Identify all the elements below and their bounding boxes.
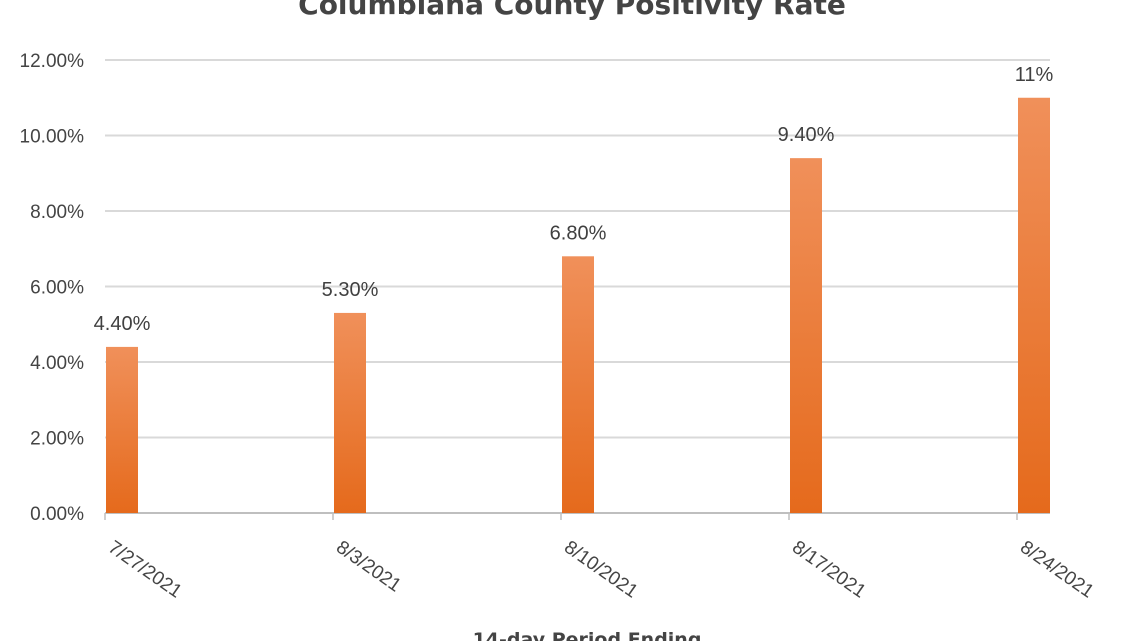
data-label: 5.30% xyxy=(322,279,379,301)
bar xyxy=(1018,97,1050,513)
x-tick-label: 8/10/2021 xyxy=(560,537,641,603)
x-tick-label: 8/24/2021 xyxy=(1016,537,1097,603)
data-label: 9.40% xyxy=(778,124,835,146)
data-label: 11% xyxy=(1015,64,1054,86)
data-label: 6.80% xyxy=(550,222,607,244)
bar xyxy=(562,256,594,513)
x-tick-label: 8/17/2021 xyxy=(788,537,869,603)
bar xyxy=(790,158,822,513)
x-tick-label: 7/27/2021 xyxy=(104,537,185,603)
y-tick-label: 6.00% xyxy=(30,278,84,299)
y-tick-label: 4.00% xyxy=(30,353,84,374)
x-axis-title: 14-day Period Ending xyxy=(473,629,702,641)
data-label: 4.40% xyxy=(94,313,151,335)
y-tick-label: 12.00% xyxy=(20,51,85,72)
x-tick-label: 8/3/2021 xyxy=(332,537,405,597)
bar xyxy=(334,312,366,513)
y-tick-label: 10.00% xyxy=(20,127,85,148)
y-tick-label: 2.00% xyxy=(30,429,84,450)
chart-title: Columbiana County Positivity Rate xyxy=(298,0,846,21)
bar xyxy=(106,346,138,513)
y-tick-label: 0.00% xyxy=(30,504,84,525)
y-tick-label: 8.00% xyxy=(30,202,84,223)
